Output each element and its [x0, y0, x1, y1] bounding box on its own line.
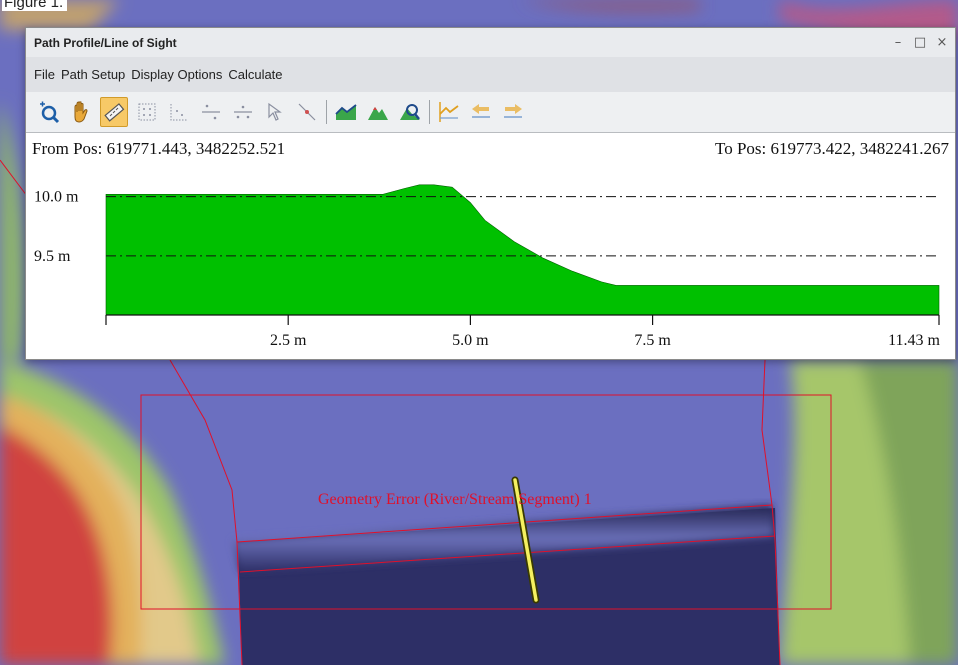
terrain-profile-area: [105, 184, 940, 316]
zoom-in-button[interactable]: [36, 98, 62, 126]
zoom-in-icon: [40, 101, 60, 124]
terrain-fill-icon: [368, 107, 388, 120]
select-arrow-button[interactable]: [262, 98, 288, 126]
profile-chart-svg: 10.0 m 9.5 m 2.5 m 5.0 m 7.5 m 11.43 m: [34, 184, 941, 349]
window-title: Path Profile/Line of Sight: [34, 35, 177, 50]
figure-caption: Figure 1.: [2, 0, 68, 11]
profile-mark-icon: [439, 102, 459, 122]
line-points-alt-button[interactable]: [230, 98, 256, 126]
menu-bar: File Path Setup Display Options Calculat…: [26, 57, 955, 92]
toolbar-separator: [429, 100, 430, 124]
menu-path-setup[interactable]: Path Setup: [60, 67, 126, 82]
x-tick-label: 2.5 m: [270, 332, 307, 349]
menu-calculate[interactable]: Calculate: [228, 67, 283, 82]
maximize-button[interactable]: □: [913, 35, 927, 50]
terrain-settings-icon: [400, 104, 420, 120]
profile-mark-button[interactable]: [436, 98, 462, 126]
y-tick-label: 10.0 m: [34, 189, 79, 206]
measure-ruler-icon: [104, 103, 125, 122]
grid-corner-icon: [170, 104, 187, 121]
grid-corner-button[interactable]: [166, 98, 192, 126]
profile-forward-button[interactable]: [500, 98, 526, 126]
select-arrow-icon: [268, 102, 282, 121]
profile-chart: From Pos: 619771.443, 3482252.521 To Pos…: [30, 133, 951, 355]
terrain-line-icon: [335, 104, 357, 120]
menu-file[interactable]: File: [34, 67, 55, 82]
line-points-icon: [202, 104, 220, 120]
measure-button[interactable]: [100, 97, 128, 127]
x-tick-label: 11.43 m: [888, 332, 940, 349]
toolbar-separator: [326, 100, 327, 124]
profile-forward-icon: [504, 104, 522, 118]
grid-dots-button[interactable]: [134, 98, 160, 126]
y-tick-label: 9.5 m: [34, 248, 71, 265]
select-line-icon: [298, 103, 316, 121]
line-points-alt-icon: [234, 105, 252, 119]
line-points-button[interactable]: [198, 98, 224, 126]
title-bar[interactable]: Path Profile/Line of Sight – □ ×: [26, 28, 955, 57]
minimize-button[interactable]: –: [894, 35, 902, 50]
terrain-line-button[interactable]: [333, 98, 359, 126]
terrain-fill-button[interactable]: [365, 98, 391, 126]
profile-back-icon: [472, 104, 490, 118]
profile-back-button[interactable]: [468, 98, 494, 126]
x-tick-label: 7.5 m: [634, 332, 671, 349]
pan-button[interactable]: [68, 98, 94, 126]
terrain-settings-button[interactable]: [397, 98, 423, 126]
from-position-label: From Pos: 619771.443, 3482252.521: [32, 139, 286, 158]
select-line-button[interactable]: [294, 98, 320, 126]
close-button[interactable]: ×: [936, 35, 948, 50]
geometry-error-label: Geometry Error (River/Stream Segment) 1: [318, 491, 592, 508]
path-profile-window: Path Profile/Line of Sight – □ × File Pa…: [25, 27, 956, 360]
grid-dots-icon: [138, 103, 156, 121]
menu-display-options[interactable]: Display Options: [131, 67, 223, 82]
to-position-label: To Pos: 619773.422, 3482241.267: [715, 139, 949, 158]
x-tick-label: 5.0 m: [452, 332, 489, 349]
toolbar: [26, 92, 955, 133]
pan-hand-icon: [74, 101, 88, 123]
